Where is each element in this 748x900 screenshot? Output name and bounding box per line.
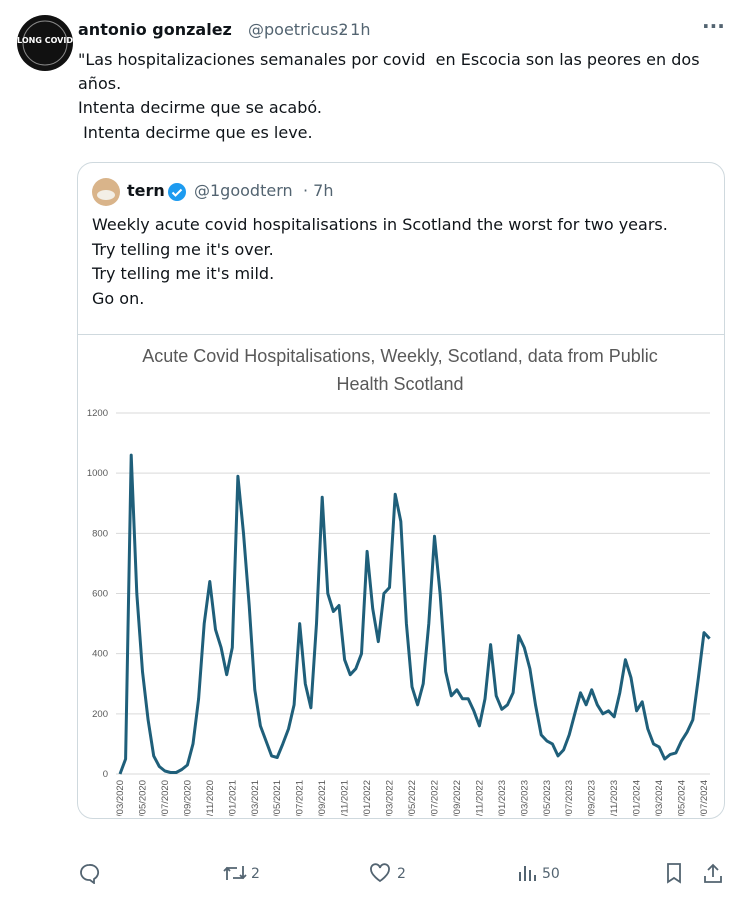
avatar[interactable]: LONG COVID <box>17 15 73 71</box>
views-icon[interactable] <box>517 863 537 883</box>
quote-line: Weekly acute covid hospitalisations in S… <box>92 215 668 234</box>
y-tick-label: 600 <box>92 589 108 600</box>
x-tick-label: 01/07/2022 <box>429 780 440 816</box>
x-tick-label: 01/05/2022 <box>407 780 418 816</box>
x-tick-label: 01/01/2024 <box>632 780 643 816</box>
x-tick-label: 01/03/2020 <box>115 780 126 816</box>
retweet-count: 2 <box>251 866 260 882</box>
x-tick-label: 01/05/2023 <box>542 780 553 816</box>
x-tick-label: 01/01/2021 <box>227 780 238 816</box>
x-tick-label: 01/05/2020 <box>137 780 148 816</box>
quote-line: Go on. <box>92 289 145 308</box>
verified-badge <box>168 183 186 201</box>
more-menu[interactable]: ··· <box>702 14 725 38</box>
quote-card[interactable] <box>77 162 725 819</box>
chart: 0 200 400 600 800 1000 1200 01/03/2020 01/05/202… <box>87 408 711 816</box>
quote-time: · 7h <box>303 181 334 200</box>
like-icon[interactable] <box>369 863 391 883</box>
y-tick-label: 400 <box>92 649 108 660</box>
x-tick-label: 01/01/2022 <box>362 780 373 816</box>
x-tick-label: 01/09/2022 <box>452 780 463 816</box>
x-tick-label: 01/09/2021 <box>317 780 328 816</box>
quote-avatar <box>92 178 120 206</box>
x-tick-label: 01/03/2023 <box>519 780 530 816</box>
x-tick-label: 01/03/2021 <box>250 780 261 816</box>
quote-line: Try telling me it's mild. <box>92 264 275 283</box>
avatar-label: LONG COVID <box>17 36 73 45</box>
x-tick-label: 01/03/2024 <box>654 780 665 816</box>
y-tick-label: 0 <box>103 769 108 780</box>
tweet-line: Intenta decirme que se acabó. <box>78 98 322 117</box>
x-tick-label: 01/03/2022 <box>385 780 396 816</box>
tweet-line: años. <box>78 74 122 93</box>
x-tick-label: 01/07/2021 <box>295 780 306 816</box>
bookmark-icon[interactable] <box>664 862 684 884</box>
x-tick-label: 01/07/2020 <box>160 780 171 816</box>
quote-name[interactable]: tern <box>127 181 165 200</box>
x-tick-label: 01/11/2022 <box>474 780 485 816</box>
x-tick-label: 01/11/2021 <box>340 780 351 816</box>
y-tick-label: 200 <box>92 709 108 720</box>
share-icon[interactable] <box>702 862 724 884</box>
data-line <box>118 453 711 775</box>
separator <box>78 334 724 335</box>
reply-icon[interactable] <box>78 862 100 884</box>
y-tick-label: 1000 <box>87 468 108 479</box>
post-time[interactable]: · 1h <box>340 20 371 39</box>
tweet-line: Intenta decirme que es leve. <box>78 123 313 142</box>
y-tick-label: 1200 <box>87 408 108 419</box>
x-tick-label: 01/05/2021 <box>272 780 283 816</box>
author-handle[interactable]: @poetricus2 <box>248 20 349 39</box>
author-name[interactable]: antonio gonzalez <box>78 20 232 39</box>
x-tick-label: 01/07/2023 <box>564 780 575 816</box>
quote-handle[interactable]: @1goodtern <box>194 181 293 200</box>
x-tick-label: 01/01/2023 <box>497 780 508 816</box>
x-tick-label: 01/07/2024 <box>699 780 710 816</box>
x-tick-label: 01/05/2024 <box>677 780 688 816</box>
like-count: 2 <box>397 866 406 882</box>
x-tick-label: 01/09/2023 <box>587 780 598 816</box>
views-count: 50 <box>542 866 560 882</box>
retweet-icon[interactable] <box>222 862 248 884</box>
x-tick-label: 01/11/2023 <box>609 780 620 816</box>
chart-title: Acute Covid Hospitalisations, Weekly, Sc… <box>142 346 658 394</box>
x-tick-label: 01/11/2020 <box>205 780 216 816</box>
tweet-line: "Las hospitalizaciones semanales por cov… <box>78 50 700 69</box>
x-tick-label: 01/09/2020 <box>182 780 193 816</box>
y-tick-label: 800 <box>92 528 108 539</box>
quote-line: Try telling me it's over. <box>92 240 274 259</box>
